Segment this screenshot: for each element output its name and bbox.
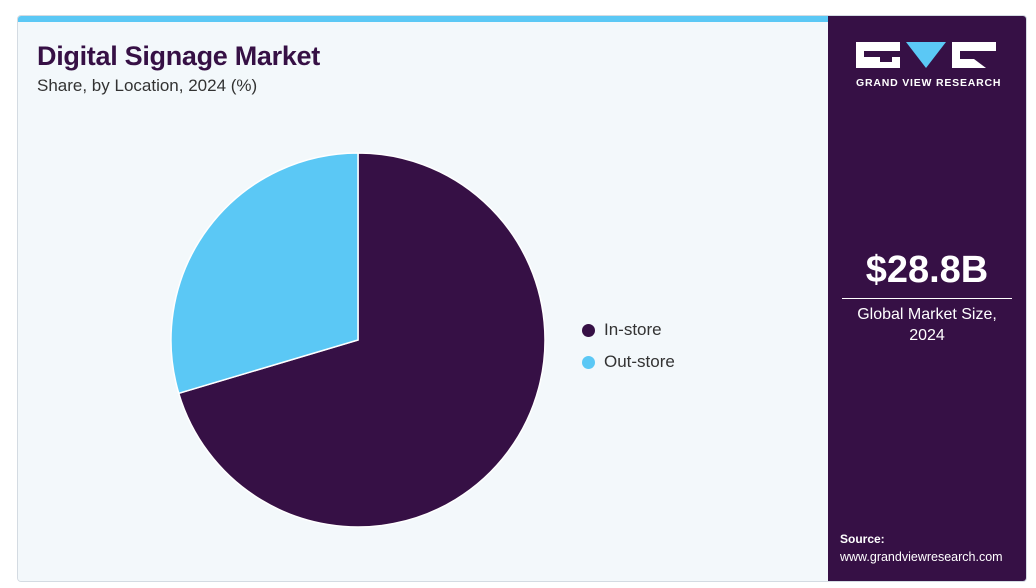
legend-label: In-store (604, 320, 662, 339)
chart-subtitle: Share, by Location, 2024 (%) (37, 76, 258, 95)
legend-swatch (582, 323, 595, 337)
logo-mark-icon (856, 42, 996, 68)
logo-text: GRAND VIEW RESEARCH (856, 77, 1002, 89)
legend-item-out-store: Out-store (582, 346, 675, 378)
chart-title: Digital Signage Market (37, 41, 320, 71)
source-link[interactable]: www.grandviewresearch.com (840, 550, 1003, 564)
top-accent-bar (18, 16, 828, 22)
pie-chart (170, 152, 546, 528)
legend-item-in-store: In-store (582, 314, 675, 346)
info-panel: GRAND VIEW RESEARCH $28.8B Global Market… (828, 16, 1026, 581)
pie-slice-in-store (177, 152, 546, 528)
market-size-label-line2: 2024 (909, 327, 945, 344)
chart-panel: Digital Signage Market Share, by Locatio… (18, 16, 828, 581)
company-logo: GRAND VIEW RESEARCH (856, 42, 1001, 89)
chart-card: Digital Signage Market Share, by Locatio… (17, 15, 1027, 582)
pie-slice-out-store (170, 152, 359, 395)
legend-swatch (582, 355, 595, 369)
source-label: Source: (840, 532, 885, 546)
legend: In-store Out-store (582, 314, 675, 378)
legend-label: Out-store (604, 352, 675, 371)
market-size-label: Global Market Size, 2024 (828, 304, 1026, 346)
market-size-label-line1: Global Market Size, (857, 306, 997, 323)
market-size-value: $28.8B (865, 249, 989, 291)
divider (842, 298, 1012, 299)
